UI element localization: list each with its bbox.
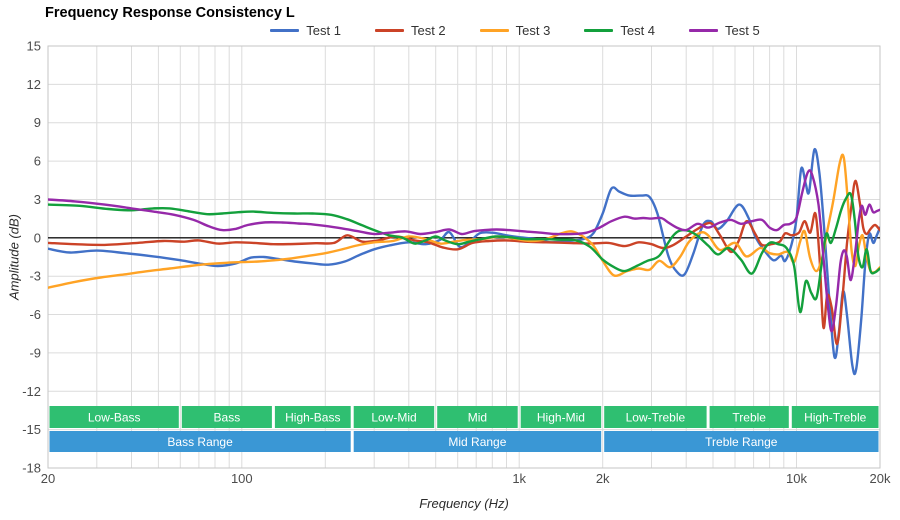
legend-label: Test 4 [620,23,656,38]
y-tick-label: 6 [34,154,41,169]
legend-line-swatch [584,29,614,32]
band-low-mid: Low-Mid [353,406,435,428]
curve-test-4 [48,191,880,314]
legend-line-swatch [270,29,300,32]
band-label: High-Bass [285,411,340,425]
band-rect [274,406,351,428]
band-bass: Bass [181,406,272,428]
curve-test-5 [48,169,880,333]
band-high-bass: High-Bass [274,406,351,428]
band-bass-range: Bass Range [49,431,351,452]
y-tick-label: 12 [27,77,41,92]
plot-border [47,45,881,469]
y-tick-label: -12 [22,384,41,399]
band-rect [520,406,602,428]
y-tick-label: -15 [22,422,41,437]
plot-area[interactable] [48,46,880,468]
y-tick-label: -9 [29,345,41,360]
band-rect [353,406,435,428]
y-tick-label: 9 [34,115,41,130]
y-tick-label: 0 [34,230,41,245]
x-tick-label: 2k [596,471,610,486]
legend-item-test-1[interactable]: Test 1 [270,23,341,38]
legend-item-test-3[interactable]: Test 3 [479,23,551,38]
band-label: Bass Range [167,435,233,449]
x-tick-label: 100 [231,471,253,486]
legend: Test 1 Test 2 Test 3 Test 4 Test 5 [48,23,880,38]
legend-label: Test 3 [515,23,551,38]
band-high-treble: High-Treble [791,406,879,428]
x-tick-label: 10k [786,471,807,486]
curve-test-1 [48,148,880,376]
band-label: Low-Mid [371,411,416,425]
legend-item-test-2[interactable]: Test 2 [374,23,446,38]
band-label: Bass [214,411,241,425]
band-rect [604,431,879,452]
band-rect [49,406,179,428]
x-tick-label: 1k [512,471,526,486]
band-rect [49,431,351,452]
band-label: Mid Range [448,435,506,449]
legend-item-test-4[interactable]: Test 4 [584,23,655,38]
band-label: Mid [468,411,487,425]
legend-line-swatch [689,29,719,32]
band-rect [709,406,789,428]
band-treble: Treble [709,406,789,428]
band-label: High-Mid [537,411,585,425]
band-label: High-Treble [804,411,867,425]
legend-label: Test 5 [725,23,760,38]
band-rect [181,406,272,428]
band-rect [791,406,879,428]
y-tick-label: 3 [34,192,41,207]
band-low-treble: Low-Treble [604,406,707,428]
frequency-bands: Low-Bass Bass High-Bass Low-Mid Mid High-Mid L… [49,406,879,452]
y-tick-label: -18 [22,461,41,476]
band-mid-range: Mid Range [353,431,602,452]
y-tick-label: 15 [27,39,41,54]
series-curves [48,148,880,376]
band-label: Treble Range [705,435,778,449]
band-high-mid: High-Mid [520,406,602,428]
band-label: Low-Bass [88,411,141,425]
curve-test-2 [48,179,880,346]
legend-label: Test 1 [306,23,341,38]
y-tick-label: -6 [29,307,41,322]
chart-title: Frequency Response Consistency L [45,5,295,21]
band-mid: Mid [437,406,518,428]
legend-label: Test 2 [410,23,446,38]
band-rect [353,431,602,452]
x-tick-label: 20 [41,471,55,486]
legend-line-swatch [374,29,404,32]
band-label: Low-Treble [626,411,686,425]
band-label: Treble [732,411,766,425]
band-rect [437,406,518,428]
band-low-bass: Low-Bass [49,406,179,428]
legend-line-swatch [479,29,509,32]
x-tick-label: 20k [870,471,891,486]
x-axis-title: Frequency (Hz) [419,496,509,511]
y-tick-label: -3 [29,269,41,284]
curve-test-3 [48,153,880,289]
y-axis-title: Amplitude (dB) [6,214,22,300]
band-treble-range: Treble Range [604,431,879,452]
legend-item-test-5[interactable]: Test 5 [689,23,760,38]
band-rect [604,406,707,428]
